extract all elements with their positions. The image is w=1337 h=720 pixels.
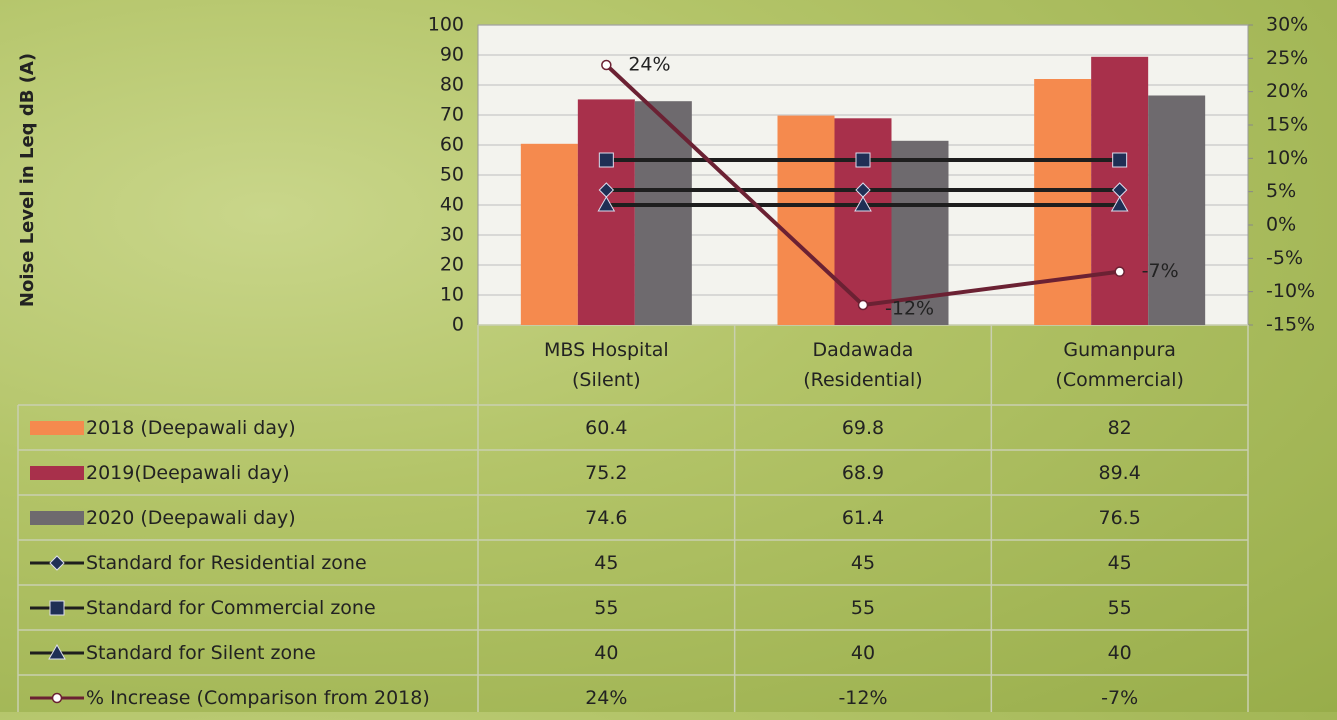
data-label: -12% (885, 298, 934, 320)
table-value: 40 (594, 641, 619, 664)
legend-cell: 2018 (Deepawali day) (18, 405, 478, 450)
table-value: 45 (1107, 551, 1132, 574)
bar (777, 115, 835, 325)
legend-key (30, 554, 84, 571)
table-value: 69.8 (841, 416, 885, 439)
marker (48, 643, 66, 659)
legend-key (30, 692, 84, 703)
legend-cell: % Increase (Comparison from 2018) (18, 675, 478, 720)
table-value: 82 (1107, 416, 1132, 439)
marker (49, 600, 65, 615)
legend-key (30, 600, 84, 615)
y-tick-label: 80 (440, 74, 464, 96)
x-tick-label: Gumanpura (Commercial) (1055, 339, 1184, 391)
table-value: 40 (1107, 641, 1132, 664)
x-tick-label: MBS Hospital (Silent) (543, 339, 669, 391)
bar (520, 143, 578, 325)
y2-tick-label: 25% (1266, 47, 1308, 69)
legend-label: 2018 (Deepawali day) (86, 416, 296, 439)
marker (854, 195, 872, 212)
y-tick-label: 70 (440, 104, 464, 126)
table-value: 76.5 (1098, 506, 1141, 529)
x-tick-label: Dadawada (Residential) (803, 339, 923, 391)
legend-label: % Increase (Comparison from 2018) (86, 686, 430, 709)
bar (1148, 95, 1206, 325)
y2-tick-label: 5% (1266, 180, 1296, 202)
table-value: 45 (594, 551, 619, 574)
legend-key (30, 420, 84, 435)
table-value: 68.9 (841, 461, 885, 484)
legend-swatch (30, 510, 84, 525)
data-label: 24% (628, 54, 670, 76)
category-cell: MBS Hospital (Silent) (478, 325, 735, 405)
y-tick-label: 90 (440, 44, 464, 66)
legend-swatch (30, 420, 84, 435)
legend-cell: 2019(Deepawali day) (18, 450, 478, 495)
bar (577, 99, 635, 326)
marker (597, 195, 616, 212)
y-tick-label: 50 (440, 164, 464, 186)
legend-label: 2020 (Deepawali day) (86, 506, 296, 529)
y-axis-label: Noise Level in Leq dB (A) (17, 53, 38, 307)
table-value: 24% (585, 686, 628, 709)
legend-key (30, 465, 84, 480)
y-tick-label: 100 (428, 14, 464, 36)
legend-cell: Standard for Silent zone (18, 630, 478, 675)
y2-tick-label: -10% (1266, 280, 1315, 302)
y2-tick-label: 30% (1266, 14, 1308, 36)
category-cell: Dadawada (Residential) (735, 325, 992, 405)
table-value: 55 (850, 596, 876, 619)
table-value: 61.4 (841, 506, 885, 529)
marker (1112, 152, 1128, 168)
marker (601, 59, 612, 71)
y2-tick-label: -5% (1266, 247, 1303, 269)
marker (1110, 195, 1129, 212)
marker (857, 299, 869, 311)
legend-label: 2019(Deepawali day) (86, 461, 290, 484)
bar (1034, 79, 1092, 325)
legend-cell: 2020 (Deepawali day) (18, 495, 478, 540)
y2-tick-label: 20% (1266, 80, 1308, 102)
y2-tick-label: 15% (1266, 114, 1308, 136)
legend-label: Standard for Silent zone (86, 641, 316, 664)
legend-key (30, 643, 84, 659)
table-value: 55 (1107, 596, 1132, 619)
table-value: 40 (850, 641, 876, 664)
marker (49, 554, 65, 571)
y-tick-label: 10 (440, 284, 464, 306)
table-value: 55 (594, 596, 619, 619)
table-value: 75.2 (585, 461, 628, 484)
y-tick-label: 40 (440, 194, 464, 216)
legend-cell: Standard for Commercial zone (18, 585, 478, 630)
table-value: 45 (850, 551, 876, 574)
y-tick-label: 20 (440, 254, 464, 276)
legend-label: Standard for Commercial zone (86, 596, 376, 619)
y2-tick-label: -15% (1266, 314, 1315, 336)
y-tick-label: 60 (440, 134, 464, 156)
bar (834, 118, 892, 325)
table-value: 89.4 (1098, 461, 1141, 484)
y2-tick-label: 10% (1266, 147, 1308, 169)
marker (1114, 266, 1125, 277)
table-value: -12% (838, 686, 888, 709)
table-value: -7% (1101, 686, 1139, 709)
table-value: 60.4 (585, 416, 628, 439)
category-cell: Gumanpura (Commercial) (991, 325, 1248, 405)
data-label: -7% (1142, 260, 1179, 282)
legend-key (30, 510, 84, 525)
y2-tick-label: 0% (1266, 214, 1296, 236)
marker (855, 152, 871, 168)
y-tick-label: 30 (440, 224, 464, 246)
legend-label: Standard for Residential zone (86, 551, 367, 574)
legend-cell: Standard for Residential zone (18, 540, 478, 585)
marker (598, 152, 614, 168)
marker (51, 692, 63, 703)
y-tick-label: 0 (452, 314, 464, 336)
legend-swatch (30, 465, 84, 480)
table-value: 74.6 (585, 506, 628, 529)
